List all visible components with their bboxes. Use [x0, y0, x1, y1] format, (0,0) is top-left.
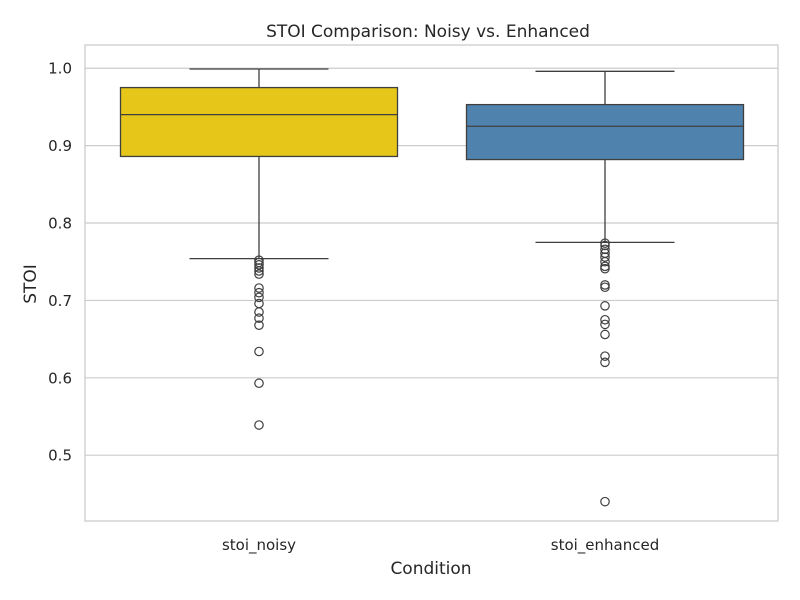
y-axis-label: STOI: [21, 264, 41, 304]
outlier-point: [600, 301, 610, 311]
outlier-point: [254, 283, 264, 293]
outlier-point: [600, 357, 610, 368]
x-tick-label: stoi_enhanced: [551, 536, 659, 555]
outlier-point: [600, 496, 610, 507]
outlier-point: [254, 269, 264, 279]
iqr-box: [119, 86, 399, 158]
outlier-point: [600, 256, 610, 267]
outlier-point: [600, 314, 610, 325]
outlier-point: [254, 266, 264, 276]
outlier-point: [254, 260, 264, 270]
y-tick-label: 0.8: [48, 215, 72, 233]
box-group-stoi-enhanced: [465, 70, 745, 507]
y-tick-label: 0.7: [48, 292, 72, 310]
x-axis-label: Condition: [390, 559, 471, 579]
y-tick-label: 0.5: [48, 447, 72, 465]
outlier-point: [600, 240, 610, 251]
outlier-point: [254, 420, 264, 430]
y-tick-label: 1.0: [48, 60, 72, 78]
outlier-point: [254, 313, 264, 324]
outlier-point: [600, 244, 610, 255]
outlier-point: [600, 319, 610, 330]
plot-area: [119, 68, 745, 507]
outlier-point: [254, 263, 264, 273]
y-tick-label: 0.9: [48, 137, 72, 155]
outlier-point: [254, 320, 264, 330]
x-tick-labels: stoi_noisy stoi_enhanced: [222, 536, 659, 555]
outlier-point: [600, 282, 610, 293]
y-tick-label: 0.6: [48, 369, 72, 387]
outlier-point: [254, 346, 264, 357]
iqr-box: [465, 103, 745, 161]
outlier-point: [600, 351, 610, 361]
chart-title: STOI Comparison: Noisy vs. Enhanced: [266, 22, 590, 42]
outlier-point: [600, 252, 610, 262]
plot-frame: [84, 44, 779, 522]
outlier-point: [254, 378, 264, 389]
y-tick-labels: 0.5 0.6 0.7 0.8 0.9 1.0: [48, 60, 72, 465]
outlier-point: [254, 287, 264, 298]
box-group-stoi-noisy: [119, 68, 399, 430]
outlier-point: [254, 292, 264, 303]
outlier-point: [254, 307, 264, 317]
x-tick-label: stoi_noisy: [222, 536, 296, 555]
outlier-point: [600, 329, 610, 340]
outlier-point: [600, 263, 610, 274]
grid-lines: [85, 67, 778, 456]
